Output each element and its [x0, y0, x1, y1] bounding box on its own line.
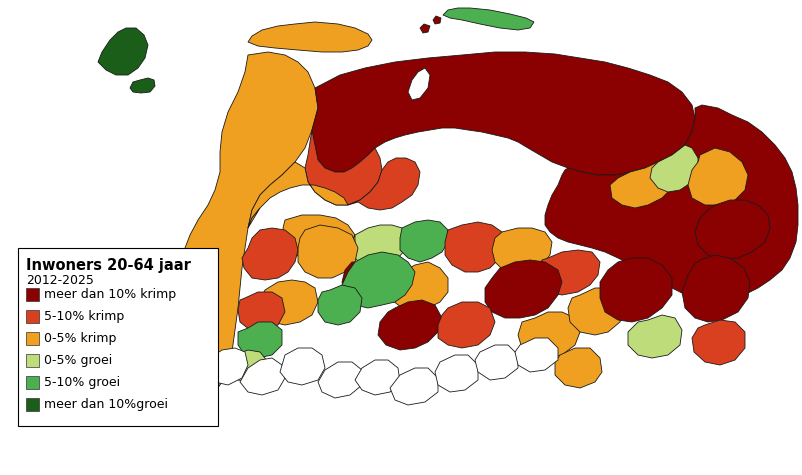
Polygon shape: [130, 358, 168, 390]
Polygon shape: [130, 78, 155, 93]
Polygon shape: [378, 300, 442, 350]
Polygon shape: [400, 220, 448, 262]
Polygon shape: [682, 255, 750, 322]
Polygon shape: [518, 312, 580, 358]
Polygon shape: [298, 225, 358, 278]
Polygon shape: [342, 252, 415, 308]
Polygon shape: [545, 105, 798, 302]
Polygon shape: [248, 162, 348, 228]
Polygon shape: [390, 368, 438, 405]
FancyBboxPatch shape: [26, 376, 39, 389]
Polygon shape: [610, 162, 675, 208]
FancyBboxPatch shape: [18, 248, 218, 426]
Polygon shape: [283, 215, 355, 268]
Polygon shape: [555, 348, 602, 388]
Text: 0-5% groei: 0-5% groei: [44, 354, 112, 367]
FancyBboxPatch shape: [26, 310, 39, 323]
Polygon shape: [208, 348, 248, 385]
Polygon shape: [260, 280, 318, 325]
Polygon shape: [305, 130, 382, 205]
Polygon shape: [445, 222, 505, 272]
Text: meer dan 10%groei: meer dan 10%groei: [44, 398, 168, 411]
Polygon shape: [98, 28, 148, 75]
Polygon shape: [178, 52, 318, 400]
Polygon shape: [318, 362, 362, 398]
Polygon shape: [695, 200, 770, 260]
Text: 0-5% krimp: 0-5% krimp: [44, 332, 116, 345]
Polygon shape: [242, 228, 298, 280]
Polygon shape: [342, 258, 402, 305]
FancyBboxPatch shape: [26, 398, 39, 411]
Text: meer dan 10% krimp: meer dan 10% krimp: [44, 288, 176, 301]
Text: 5-10% groei: 5-10% groei: [44, 376, 120, 389]
Polygon shape: [433, 16, 441, 24]
Polygon shape: [688, 148, 748, 205]
Polygon shape: [438, 302, 495, 348]
Polygon shape: [435, 355, 478, 392]
Polygon shape: [650, 145, 698, 192]
Text: 2012-2025: 2012-2025: [26, 274, 94, 287]
Polygon shape: [280, 348, 325, 385]
Polygon shape: [298, 232, 355, 272]
Polygon shape: [628, 315, 682, 358]
Polygon shape: [600, 258, 672, 322]
Polygon shape: [515, 338, 558, 372]
Polygon shape: [150, 338, 200, 380]
Polygon shape: [443, 8, 534, 30]
Polygon shape: [408, 68, 430, 100]
Text: 5-10% krimp: 5-10% krimp: [44, 310, 124, 323]
Polygon shape: [318, 285, 362, 325]
Polygon shape: [228, 350, 268, 382]
Polygon shape: [350, 225, 408, 268]
Polygon shape: [90, 365, 130, 398]
FancyBboxPatch shape: [26, 288, 39, 301]
Polygon shape: [492, 228, 552, 275]
Polygon shape: [312, 52, 695, 175]
Polygon shape: [568, 288, 625, 335]
Polygon shape: [248, 22, 372, 52]
Polygon shape: [538, 250, 600, 295]
FancyBboxPatch shape: [26, 332, 39, 345]
Polygon shape: [420, 24, 430, 33]
Polygon shape: [162, 292, 205, 328]
Polygon shape: [168, 370, 208, 405]
Polygon shape: [240, 358, 285, 395]
FancyBboxPatch shape: [26, 354, 39, 367]
Polygon shape: [692, 320, 745, 365]
Polygon shape: [348, 158, 420, 210]
Text: Inwoners 20-64 jaar: Inwoners 20-64 jaar: [26, 258, 191, 273]
Polygon shape: [475, 345, 518, 380]
Polygon shape: [238, 322, 282, 358]
Polygon shape: [485, 260, 562, 318]
Polygon shape: [248, 208, 260, 228]
Polygon shape: [390, 262, 448, 310]
Polygon shape: [238, 292, 285, 330]
Polygon shape: [355, 360, 400, 395]
